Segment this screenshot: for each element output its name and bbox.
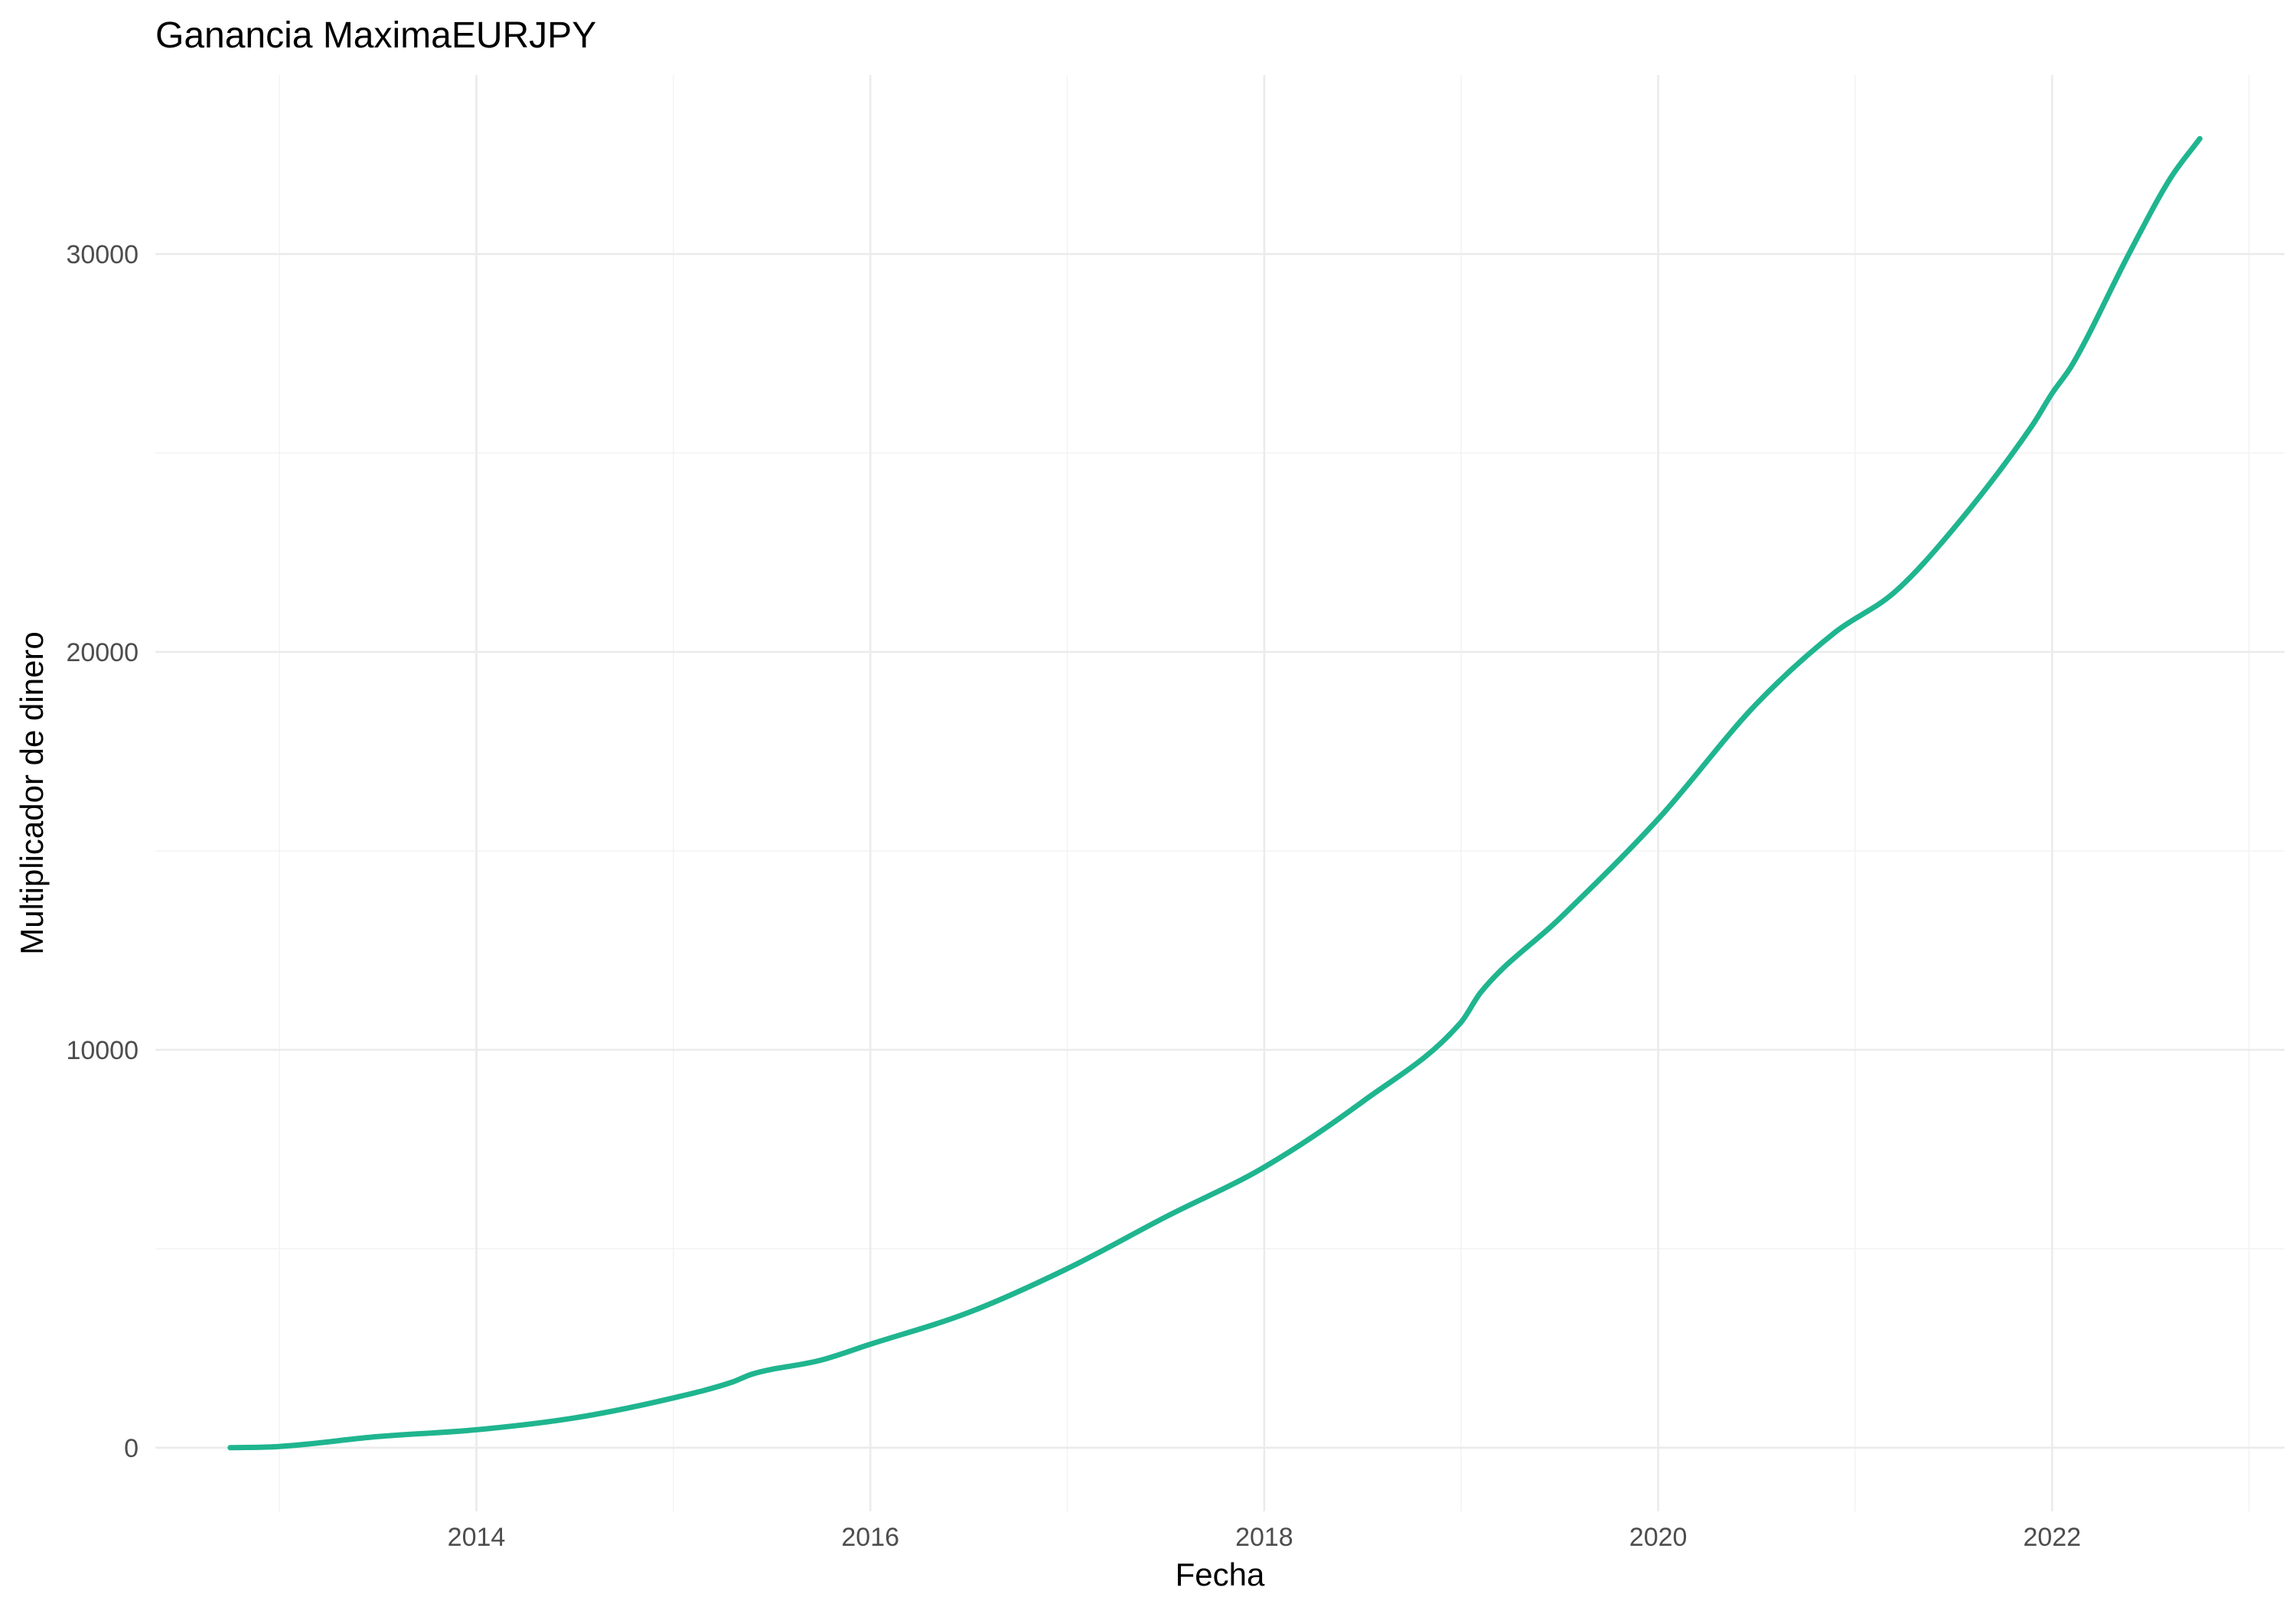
y-axis-ticks: 0 10000 20000 30000 (66, 240, 139, 1463)
series-line (227, 135, 2203, 1451)
chart-title: Ganancia MaximaEURJPY (155, 15, 596, 56)
x-axis-title: Fecha (1176, 1556, 1265, 1592)
x-axis-ticks: 2014 2016 2018 2020 2022 (448, 1523, 2081, 1552)
series-layer (227, 135, 2203, 1451)
x-tick-label: 2020 (1629, 1523, 1688, 1552)
y-axis-title: Multiplicador de dinero (14, 631, 50, 955)
x-tick-label: 2016 (841, 1523, 899, 1552)
x-tick-label: 2022 (2024, 1523, 2082, 1552)
y-tick-label: 10000 (66, 1036, 139, 1065)
x-tick-label: 2018 (1235, 1523, 1293, 1552)
y-tick-label: 30000 (66, 240, 139, 269)
minor-gridlines (155, 75, 2285, 1511)
major-gridlines (155, 75, 2285, 1511)
y-tick-label: 0 (124, 1434, 139, 1463)
x-tick-label: 2014 (448, 1523, 506, 1552)
y-tick-label: 20000 (66, 638, 139, 667)
